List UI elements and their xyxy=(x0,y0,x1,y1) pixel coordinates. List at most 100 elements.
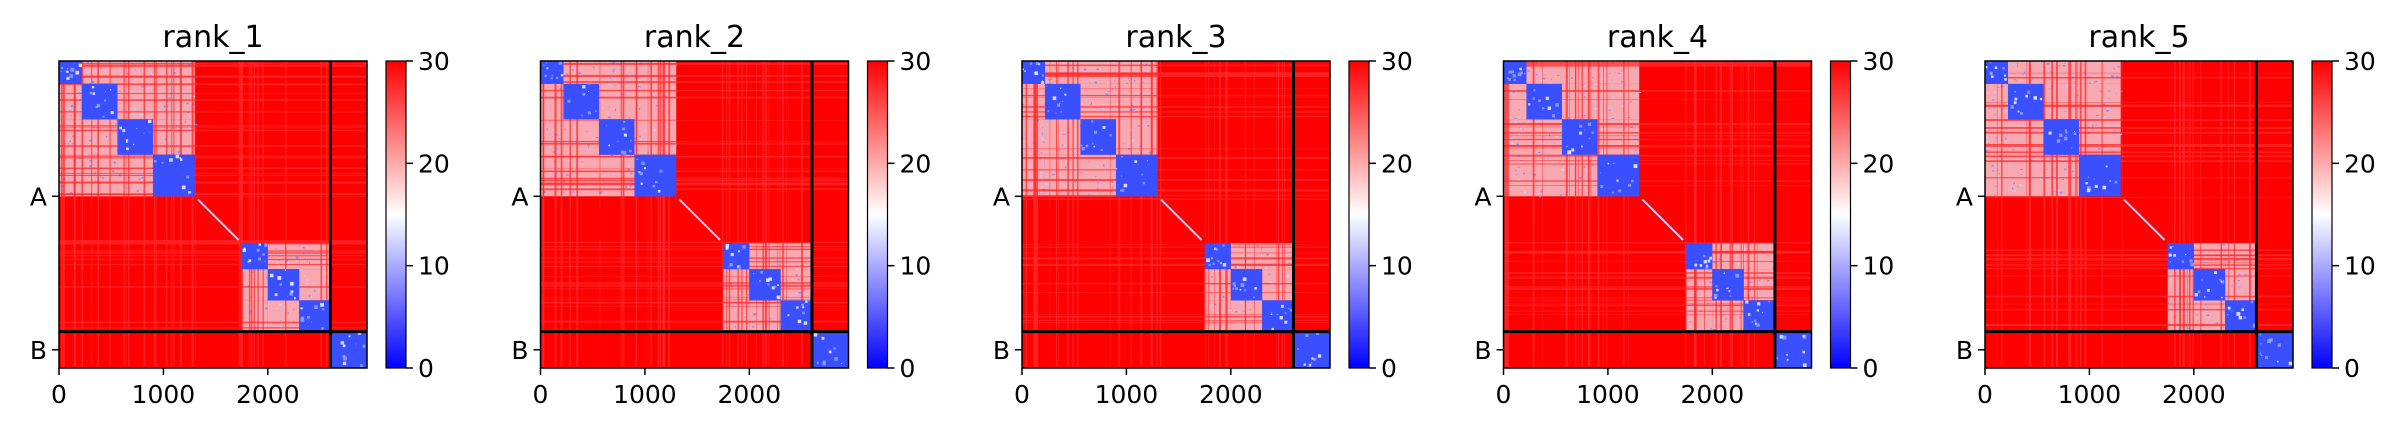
heatmap-domain-speckle xyxy=(608,144,611,147)
heatmap-domain-speckle xyxy=(725,246,729,250)
heatmap-domain-speckle xyxy=(545,62,548,64)
heatmap-row-stripe xyxy=(1022,314,1330,315)
heatmap-speckle xyxy=(752,326,755,328)
heatmap-domain-speckle xyxy=(1545,96,1549,100)
heatmap-domain-speckle xyxy=(69,74,74,78)
heatmap-domain-speckle xyxy=(787,314,790,317)
heatmap-domain-speckle xyxy=(2204,296,2206,298)
heatmap-domain-speckle xyxy=(1613,162,1615,164)
heatmap-speckle xyxy=(2178,305,2180,307)
heatmap-domain-speckle xyxy=(1046,85,1048,87)
heatmap-speckle xyxy=(304,245,306,247)
heatmap-col-stripe xyxy=(1743,61,1744,368)
heatmap-row-stripe xyxy=(1022,169,1330,171)
x-tick-label: 2000 xyxy=(1199,380,1263,409)
heatmap-speckle xyxy=(1274,245,1276,247)
colorbar-tick-label: 20 xyxy=(900,149,932,178)
heatmap-speckle xyxy=(1993,195,1997,197)
heatmap-domain-speckle xyxy=(1091,142,1094,145)
heatmap-col-stripe xyxy=(2055,61,2058,368)
heatmap-speckle xyxy=(563,180,565,183)
heatmap-row-stripe xyxy=(1503,123,1812,126)
heatmap-domain-speckle xyxy=(1581,145,1583,148)
heatmap-speckle xyxy=(1527,70,1530,72)
heatmap-domain-speckle xyxy=(284,269,287,271)
heatmap-speckle xyxy=(734,325,736,328)
heatmap-row-stripe xyxy=(1022,157,1330,159)
heatmap-speckle xyxy=(1040,171,1043,174)
heatmap-speckle xyxy=(2251,250,2254,253)
heatmap-domain-speckle xyxy=(1222,263,1227,267)
heatmap-speckle xyxy=(1571,77,1573,79)
heatmap-speckle xyxy=(1083,70,1084,73)
heatmap-speckle xyxy=(786,263,789,266)
heatmap-speckle xyxy=(1061,142,1063,145)
heatmap-row-stripe xyxy=(1985,144,2293,146)
heatmap-speckle xyxy=(2025,122,2028,124)
heatmap-speckle xyxy=(581,161,583,163)
heatmap-offdiag-block xyxy=(540,154,564,197)
heatmap-domain-speckle xyxy=(1756,309,1760,312)
heatmap-speckle xyxy=(2073,81,2075,83)
heatmap-domain-speckle xyxy=(179,158,183,161)
y-tick-label: B xyxy=(993,336,1010,365)
heatmap-domain-speckle xyxy=(264,261,266,263)
heatmap-domain-speckle xyxy=(2169,260,2172,263)
heatmap-speckle xyxy=(1531,69,1534,71)
heatmap-speckle xyxy=(1042,128,1044,130)
heatmap-offdiag-block xyxy=(299,269,331,301)
heatmap-speckle xyxy=(2238,274,2241,276)
heatmap-row-stripe xyxy=(59,76,367,78)
heatmap-speckle xyxy=(2076,94,2079,97)
heatmap-row-stripe xyxy=(1503,62,1812,63)
heatmap-speckle xyxy=(139,71,140,73)
heatmap-row-stripe xyxy=(1022,257,1330,259)
heatmap-row-stripe xyxy=(1503,288,1812,290)
heatmap-row-stripe xyxy=(540,188,849,191)
heatmap-row-stripe xyxy=(59,172,367,174)
heatmap-speckle xyxy=(592,66,595,68)
x-tick-label: 2000 xyxy=(718,380,782,409)
heatmap-speckle xyxy=(2013,79,2017,81)
heatmap-speckle xyxy=(1088,81,1090,83)
heatmap-row-stripe xyxy=(1022,111,1330,113)
heatmap-col-stripe xyxy=(166,61,168,368)
heatmap-speckle xyxy=(1718,258,1721,260)
heatmap-speckle xyxy=(2117,66,2120,68)
heatmap-row-stripe xyxy=(1985,160,2293,163)
heatmap-speckle xyxy=(1090,102,1092,105)
heatmap-col-stripe xyxy=(81,61,84,368)
heatmap-speckle xyxy=(2017,62,2018,65)
heatmap-domain-speckle xyxy=(801,303,804,307)
heatmap-row-stripe xyxy=(1985,152,2293,154)
heatmap-speckle xyxy=(1578,169,1581,171)
heatmap-domain-speckle xyxy=(1533,89,1536,92)
heatmap-speckle xyxy=(1274,284,1276,286)
heatmap-speckle xyxy=(1578,185,1581,188)
heatmap-row-stripe xyxy=(1022,316,1330,318)
heatmap-domain-speckle xyxy=(1735,273,1740,278)
heatmap-speckle xyxy=(1630,126,1634,128)
heatmap-domain-speckle xyxy=(143,132,145,134)
heatmap-col-stripe xyxy=(1532,61,1535,368)
heatmap-offdiag-block xyxy=(1080,83,1116,120)
heatmap-domain-speckle xyxy=(617,140,619,142)
heatmap-domain-speckle xyxy=(2219,278,2222,281)
heatmap-domain-speckle xyxy=(125,139,129,142)
heatmap-domain-speckle xyxy=(61,67,63,69)
heatmap-speckle xyxy=(1749,289,1752,292)
heatmap-speckle xyxy=(751,268,754,270)
heatmap-domain-speckle xyxy=(2201,279,2203,281)
heatmap-speckle xyxy=(1249,320,1250,323)
heatmap-speckle xyxy=(664,72,667,74)
heatmap-speckle xyxy=(778,259,780,261)
heatmap-speckle xyxy=(141,176,143,179)
heatmap-speckle xyxy=(564,128,566,131)
heatmap-speckle xyxy=(1538,151,1541,153)
heatmap-speckle xyxy=(1252,253,1254,255)
heatmap-speckle xyxy=(2065,84,2069,87)
heatmap-col-stripe xyxy=(257,61,259,368)
heatmap-speckle xyxy=(141,171,144,173)
heatmap-speckle xyxy=(629,116,631,119)
heatmap-speckle xyxy=(99,148,103,150)
